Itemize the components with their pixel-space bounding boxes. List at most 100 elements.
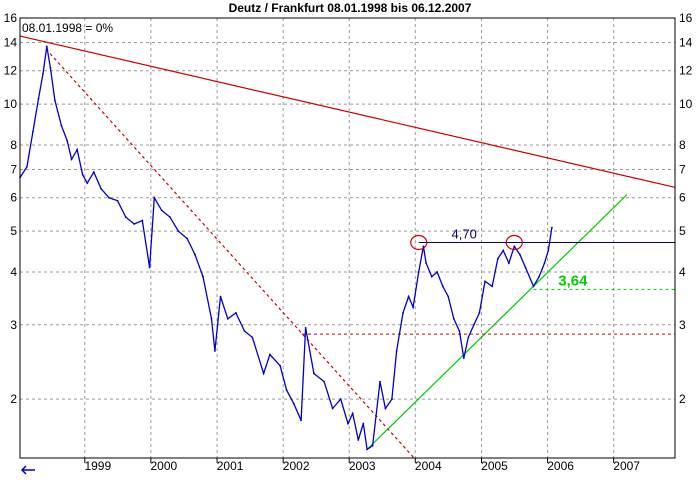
data-point <box>279 364 281 367</box>
y-tick-label-right: 16 <box>679 11 693 25</box>
data-point <box>54 99 56 102</box>
trendline <box>19 35 676 188</box>
data-point <box>551 226 553 229</box>
data-point <box>351 412 354 415</box>
data-point <box>86 182 89 184</box>
data-point <box>100 187 102 190</box>
y-tick-label-right: 3 <box>679 318 686 332</box>
data-point <box>524 266 527 269</box>
y-tick-label-left: 8 <box>10 138 17 152</box>
grid <box>20 17 675 458</box>
data-point <box>339 398 342 400</box>
data-point <box>371 444 374 447</box>
data-point <box>436 271 439 273</box>
y-tick-label-right: 5 <box>679 224 686 238</box>
y-tick-label-left: 16 <box>4 11 18 25</box>
data-point <box>532 285 535 288</box>
y-tick-label-right: 7 <box>679 162 686 176</box>
y-tick-label-right: 8 <box>679 138 686 152</box>
data-point <box>395 350 398 352</box>
data-point <box>243 330 246 332</box>
data-point <box>177 230 180 233</box>
peak-circle-marker <box>505 234 523 251</box>
data-point <box>425 262 428 265</box>
data-point <box>447 295 450 298</box>
data-point <box>422 245 425 248</box>
y-tick-label-left: 12 <box>4 64 18 78</box>
y-tick-label-right: 6 <box>679 191 686 205</box>
data-point <box>108 196 110 199</box>
data-point <box>366 448 369 451</box>
data-point <box>491 285 494 288</box>
data-point <box>543 262 546 265</box>
data-point <box>412 306 415 309</box>
data-point <box>384 407 387 410</box>
price-series <box>19 45 553 451</box>
axis-ticks: 2 2 3 3 4 4 5 5 6 6 7 7 8 8 10 10 12 12 14 14 16 16 1999 2000 20… <box>4 11 693 473</box>
data-point <box>141 219 144 222</box>
data-point <box>262 372 265 375</box>
data-point <box>219 295 222 298</box>
data-point <box>347 422 349 425</box>
annotations: 4,70 3,64 <box>410 226 588 289</box>
data-point <box>70 158 73 161</box>
data-point <box>285 389 288 392</box>
data-point <box>235 312 237 314</box>
data-point <box>441 285 444 288</box>
y-tick-label-left: 2 <box>10 392 17 406</box>
data-point <box>379 380 381 383</box>
x-tick-label: 2000 <box>151 459 178 473</box>
data-point <box>186 237 189 240</box>
y-tick-label-left: 10 <box>4 97 18 111</box>
data-point <box>66 139 68 142</box>
data-point <box>160 209 163 212</box>
y-tick-label-right: 12 <box>679 64 693 78</box>
data-point <box>148 266 151 269</box>
data-point <box>49 66 52 69</box>
data-point <box>518 253 521 256</box>
data-point <box>538 275 540 278</box>
data-point <box>76 148 79 151</box>
data-point <box>430 275 433 278</box>
chart-title: Deutz / Frankfurt 08.01.1998 bis 06.12.2… <box>228 1 472 15</box>
data-point <box>25 165 28 168</box>
data-point <box>226 317 229 320</box>
x-tick-label: 2006 <box>547 459 574 473</box>
data-point <box>478 312 481 314</box>
data-point <box>313 372 315 375</box>
data-point <box>462 357 465 360</box>
data-point <box>37 97 40 100</box>
x-tick-label: 2002 <box>283 459 310 473</box>
y-tick-label-right: 4 <box>679 265 686 279</box>
data-point <box>407 295 410 298</box>
level-label-470: 4,70 <box>452 226 477 241</box>
data-point <box>81 173 84 176</box>
x-tick-label: 2003 <box>349 459 376 473</box>
data-point <box>391 398 393 400</box>
data-point <box>194 253 196 256</box>
data-point <box>547 249 550 252</box>
data-point <box>502 249 505 252</box>
data-point <box>362 422 365 425</box>
data-point <box>496 257 499 260</box>
x-tick-label: 2001 <box>217 459 244 473</box>
data-point <box>473 323 475 326</box>
x-tick-label: 2007 <box>613 459 640 473</box>
data-point <box>467 336 470 339</box>
data-point <box>507 262 510 265</box>
data-point <box>124 216 127 218</box>
data-point <box>304 326 307 329</box>
data-point <box>331 407 334 410</box>
data-point <box>31 130 34 133</box>
data-point <box>42 72 44 75</box>
data-point <box>484 280 486 283</box>
data-point <box>168 216 171 218</box>
data-point <box>210 317 213 320</box>
data-point <box>417 271 420 273</box>
y-tick-label-left: 14 <box>4 35 18 49</box>
y-tick-label-left: 4 <box>10 265 17 279</box>
trendline <box>45 48 415 459</box>
data-point <box>452 317 455 320</box>
x-tick-label: 2004 <box>415 459 442 473</box>
data-point <box>292 402 295 405</box>
